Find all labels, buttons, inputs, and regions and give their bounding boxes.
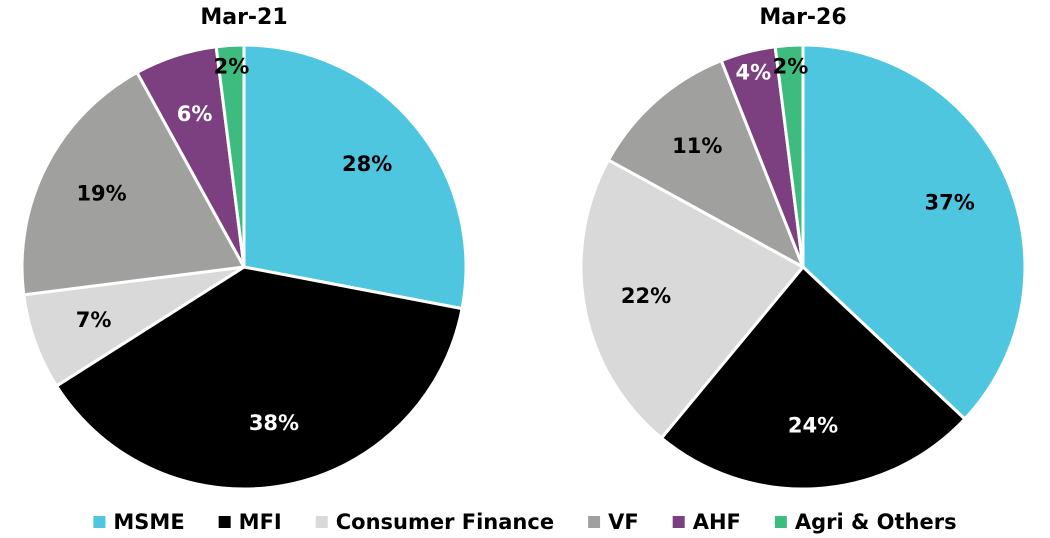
pie-slice (20, 70, 247, 297)
pie-slice: Consumer Finance (579, 158, 806, 441)
data-label: 11% (672, 134, 722, 158)
pie-slice: VF (606, 58, 806, 271)
legend-label: VF (608, 510, 639, 534)
legend-swatch (774, 516, 787, 528)
pie-slice: MSME (801, 43, 1027, 422)
pie-slice (242, 43, 468, 311)
data-label: 28% (342, 152, 392, 176)
legend-swatch (588, 516, 601, 528)
data-label: 22% (621, 284, 671, 308)
data-label: 4% (735, 60, 771, 84)
legend-label: Agri & Others (795, 510, 957, 534)
legend-swatch (93, 516, 106, 528)
data-label: 37% (925, 191, 975, 215)
data-label: 2% (214, 55, 250, 79)
legend-swatch (672, 516, 685, 528)
pie-slice: Agri & Others (773, 43, 805, 268)
data-label: 7% (76, 308, 112, 332)
data-label: 24% (788, 414, 838, 438)
pie-slice: MFI (659, 264, 967, 491)
legend-label: Consumer Finance (336, 510, 554, 534)
legend-label: MSME (113, 510, 184, 534)
chart-title: Mar-21 (200, 5, 287, 30)
legend-swatch (315, 516, 328, 528)
pie-slice (214, 43, 246, 268)
legend-swatch (218, 516, 231, 528)
chart-title: Mar-26 (759, 5, 846, 30)
legend-label: AHF (693, 510, 741, 534)
data-label: 19% (76, 181, 126, 205)
data-label: 2% (773, 55, 809, 79)
data-label: 6% (177, 102, 213, 126)
legend-label: MFI (239, 510, 282, 534)
data-label: 38% (249, 411, 299, 435)
